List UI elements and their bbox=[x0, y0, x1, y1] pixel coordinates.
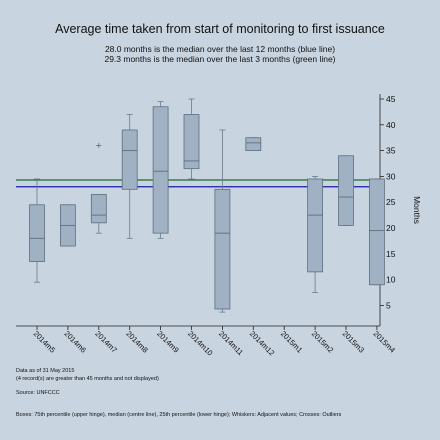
data-date-note: Data as of 31 May 2015 bbox=[16, 368, 75, 374]
y-tick-label: 10 bbox=[386, 275, 396, 285]
x-tick-label: 2014m8 bbox=[124, 329, 150, 355]
x-tick-label: 2014m6 bbox=[62, 329, 88, 355]
x-tick-label: 2015m3 bbox=[341, 329, 367, 355]
y-tick-label: 35 bbox=[386, 146, 396, 156]
y-tick-label: 5 bbox=[386, 300, 391, 310]
legend-footer: Boxes: 75th percentile (upper hinge), me… bbox=[16, 412, 342, 418]
box-2014m12 bbox=[245, 137, 262, 151]
x-tick-label: 2014m11 bbox=[217, 329, 245, 357]
x-tick-label: 2015m4 bbox=[371, 329, 397, 355]
y-tick-label: 15 bbox=[386, 249, 396, 259]
y-tick-label: 20 bbox=[386, 223, 396, 233]
source-note: Source: UNFCCC bbox=[16, 390, 60, 396]
x-tick-label: 2014m5 bbox=[32, 329, 58, 355]
box-2015m2 bbox=[307, 178, 324, 273]
x-tick-label: 2015m1 bbox=[279, 329, 305, 355]
y-tick-label: 25 bbox=[386, 197, 396, 207]
x-tick-label: 2014m12 bbox=[248, 329, 276, 357]
x-tick-label: 2014m10 bbox=[186, 329, 214, 357]
box-2014m9 bbox=[152, 106, 169, 234]
x-tick-label: 2014m7 bbox=[93, 329, 119, 355]
box-2014m7 bbox=[90, 194, 107, 224]
y-tick-label: 40 bbox=[386, 120, 396, 130]
outlier-marker bbox=[96, 142, 102, 148]
box-2015m3 bbox=[338, 155, 354, 226]
chart-subtitle-blue: 28.0 months is the median over the last … bbox=[104, 44, 336, 54]
box-2014m10 bbox=[183, 114, 200, 170]
x-tick-label: 2015m2 bbox=[310, 329, 336, 355]
box-2015m4 bbox=[368, 178, 385, 286]
y-tick-label: 30 bbox=[386, 171, 396, 181]
chart-subtitle-green: 29.3 months is the median over the last … bbox=[104, 54, 336, 64]
excluded-records-note: (4 record(s) are greater than 45 months … bbox=[16, 376, 159, 382]
chart-title: Average time taken from start of monitor… bbox=[55, 22, 385, 36]
box-2014m11 bbox=[214, 188, 231, 310]
y-axis-label: Months bbox=[412, 196, 422, 224]
box-2014m5 bbox=[29, 204, 45, 262]
box-2014m8 bbox=[121, 129, 138, 190]
x-tick-label: 2014m9 bbox=[155, 329, 181, 355]
y-tick-label: 45 bbox=[386, 94, 396, 104]
